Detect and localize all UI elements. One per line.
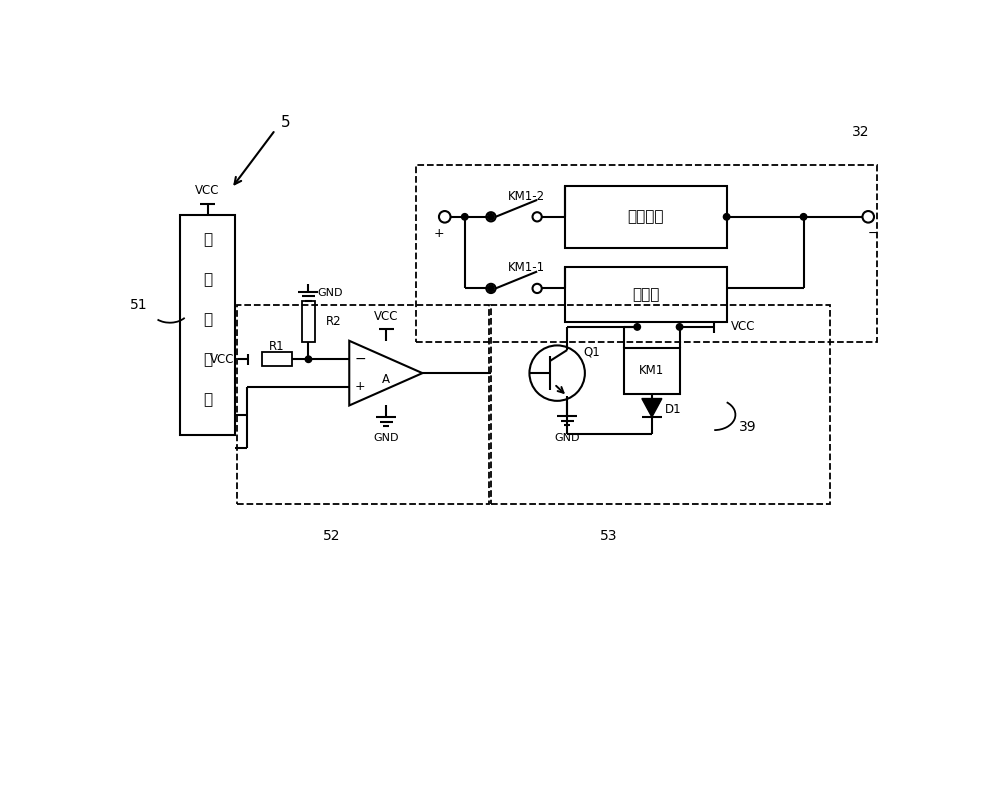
Text: 器: 器: [203, 393, 212, 408]
Text: 32: 32: [852, 125, 869, 139]
Text: 度: 度: [203, 273, 212, 287]
Circle shape: [488, 285, 494, 292]
Bar: [237, 305, 489, 504]
Text: +: +: [355, 381, 365, 393]
Text: 温: 温: [203, 232, 212, 247]
Text: GND: GND: [554, 433, 580, 442]
Text: VCC: VCC: [195, 184, 220, 197]
Circle shape: [462, 213, 468, 220]
Bar: [565, 186, 727, 247]
Polygon shape: [642, 399, 662, 417]
Text: KM1: KM1: [639, 364, 664, 377]
Text: VCC: VCC: [374, 309, 398, 323]
Bar: [180, 215, 235, 435]
Text: 感: 感: [203, 353, 212, 367]
Text: −: −: [354, 352, 366, 366]
Text: VCC: VCC: [210, 353, 235, 366]
Bar: [565, 267, 727, 322]
Text: KM1-2: KM1-2: [508, 190, 545, 202]
Text: 5: 5: [281, 115, 290, 129]
Circle shape: [800, 213, 807, 220]
Text: 电磁阀: 电磁阀: [632, 287, 659, 302]
Text: GND: GND: [373, 433, 399, 442]
Circle shape: [488, 213, 494, 220]
Text: 39: 39: [739, 420, 756, 434]
Text: 传: 传: [203, 312, 212, 328]
Text: GND: GND: [317, 288, 343, 298]
Text: VCC: VCC: [731, 320, 756, 333]
Text: 冷水机组: 冷水机组: [627, 209, 664, 224]
Bar: [416, 165, 877, 343]
Text: R1: R1: [269, 339, 285, 353]
Text: +: +: [433, 228, 444, 240]
Text: KM1-1: KM1-1: [508, 261, 545, 274]
Text: A: A: [382, 373, 390, 385]
Circle shape: [723, 213, 730, 220]
Bar: [262, 352, 292, 366]
Text: 51: 51: [130, 298, 148, 312]
Text: −: −: [868, 228, 878, 240]
Text: D1: D1: [665, 403, 682, 416]
Circle shape: [676, 324, 683, 330]
Circle shape: [305, 356, 312, 362]
Circle shape: [634, 324, 640, 330]
Bar: [624, 347, 680, 394]
Text: Q1: Q1: [583, 345, 600, 358]
Text: R2: R2: [325, 315, 341, 328]
Text: 52: 52: [323, 530, 340, 543]
Bar: [491, 305, 830, 504]
Text: 53: 53: [600, 530, 618, 543]
Bar: [302, 301, 315, 343]
